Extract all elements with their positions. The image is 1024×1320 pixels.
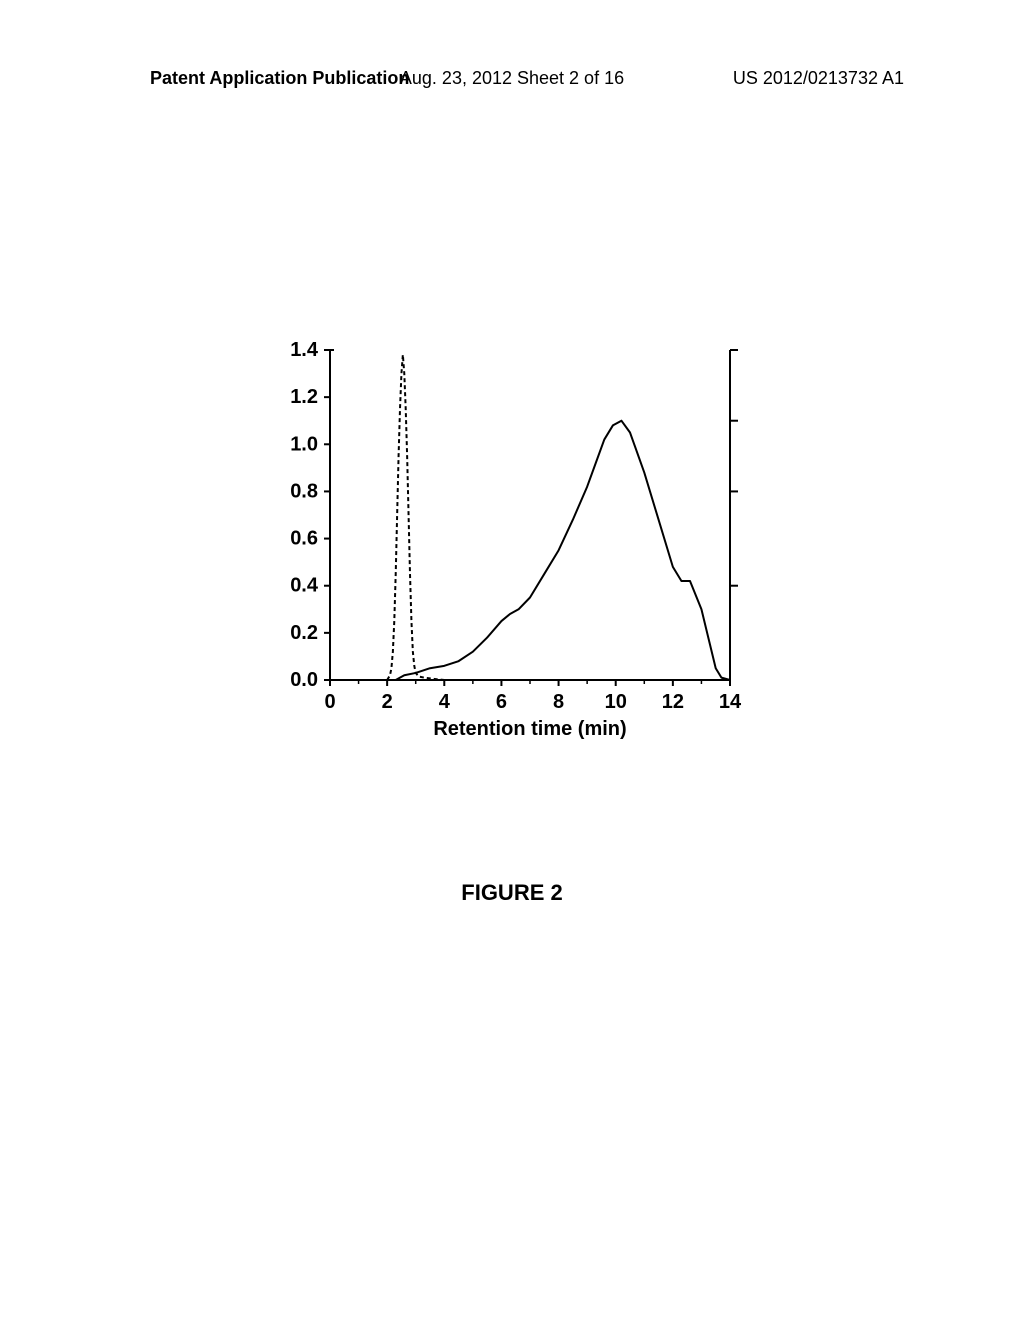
svg-text:2: 2 <box>382 691 393 713</box>
svg-text:1.2: 1.2 <box>290 386 318 408</box>
svg-text:1.4: 1.4 <box>290 339 319 361</box>
svg-text:10: 10 <box>605 691 627 713</box>
svg-text:0: 0 <box>324 691 335 713</box>
svg-text:0.2: 0.2 <box>290 622 318 644</box>
patent-header: Patent Application Publication Aug. 23, … <box>0 68 1024 89</box>
header-publication: Patent Application Publication <box>150 68 409 89</box>
svg-text:4: 4 <box>439 691 451 713</box>
header-date-sheet: Aug. 23, 2012 Sheet 2 of 16 <box>400 68 624 89</box>
svg-text:0.4: 0.4 <box>290 575 319 597</box>
retention-chart: 0.0 0.2 0.4 0.6 0.8 1.0 1.2 1.4 0 2 4 6 8 10 12 14 Reten… <box>260 330 750 750</box>
svg-text:6: 6 <box>496 691 507 713</box>
figure-caption: FIGURE 2 <box>461 880 562 906</box>
chart-svg: 0.0 0.2 0.4 0.6 0.8 1.0 1.2 1.4 0 2 4 6 8 10 12 14 Reten… <box>260 330 750 750</box>
header-patent-number: US 2012/0213732 A1 <box>733 68 904 89</box>
svg-text:Retention time (min): Retention time (min) <box>433 718 626 740</box>
svg-text:1.0: 1.0 <box>290 433 318 455</box>
svg-text:8: 8 <box>553 691 564 713</box>
svg-text:12: 12 <box>662 691 684 713</box>
svg-text:14: 14 <box>719 691 742 713</box>
svg-text:0.8: 0.8 <box>290 480 318 502</box>
svg-text:0.0: 0.0 <box>290 669 318 691</box>
svg-text:0.6: 0.6 <box>290 528 318 550</box>
